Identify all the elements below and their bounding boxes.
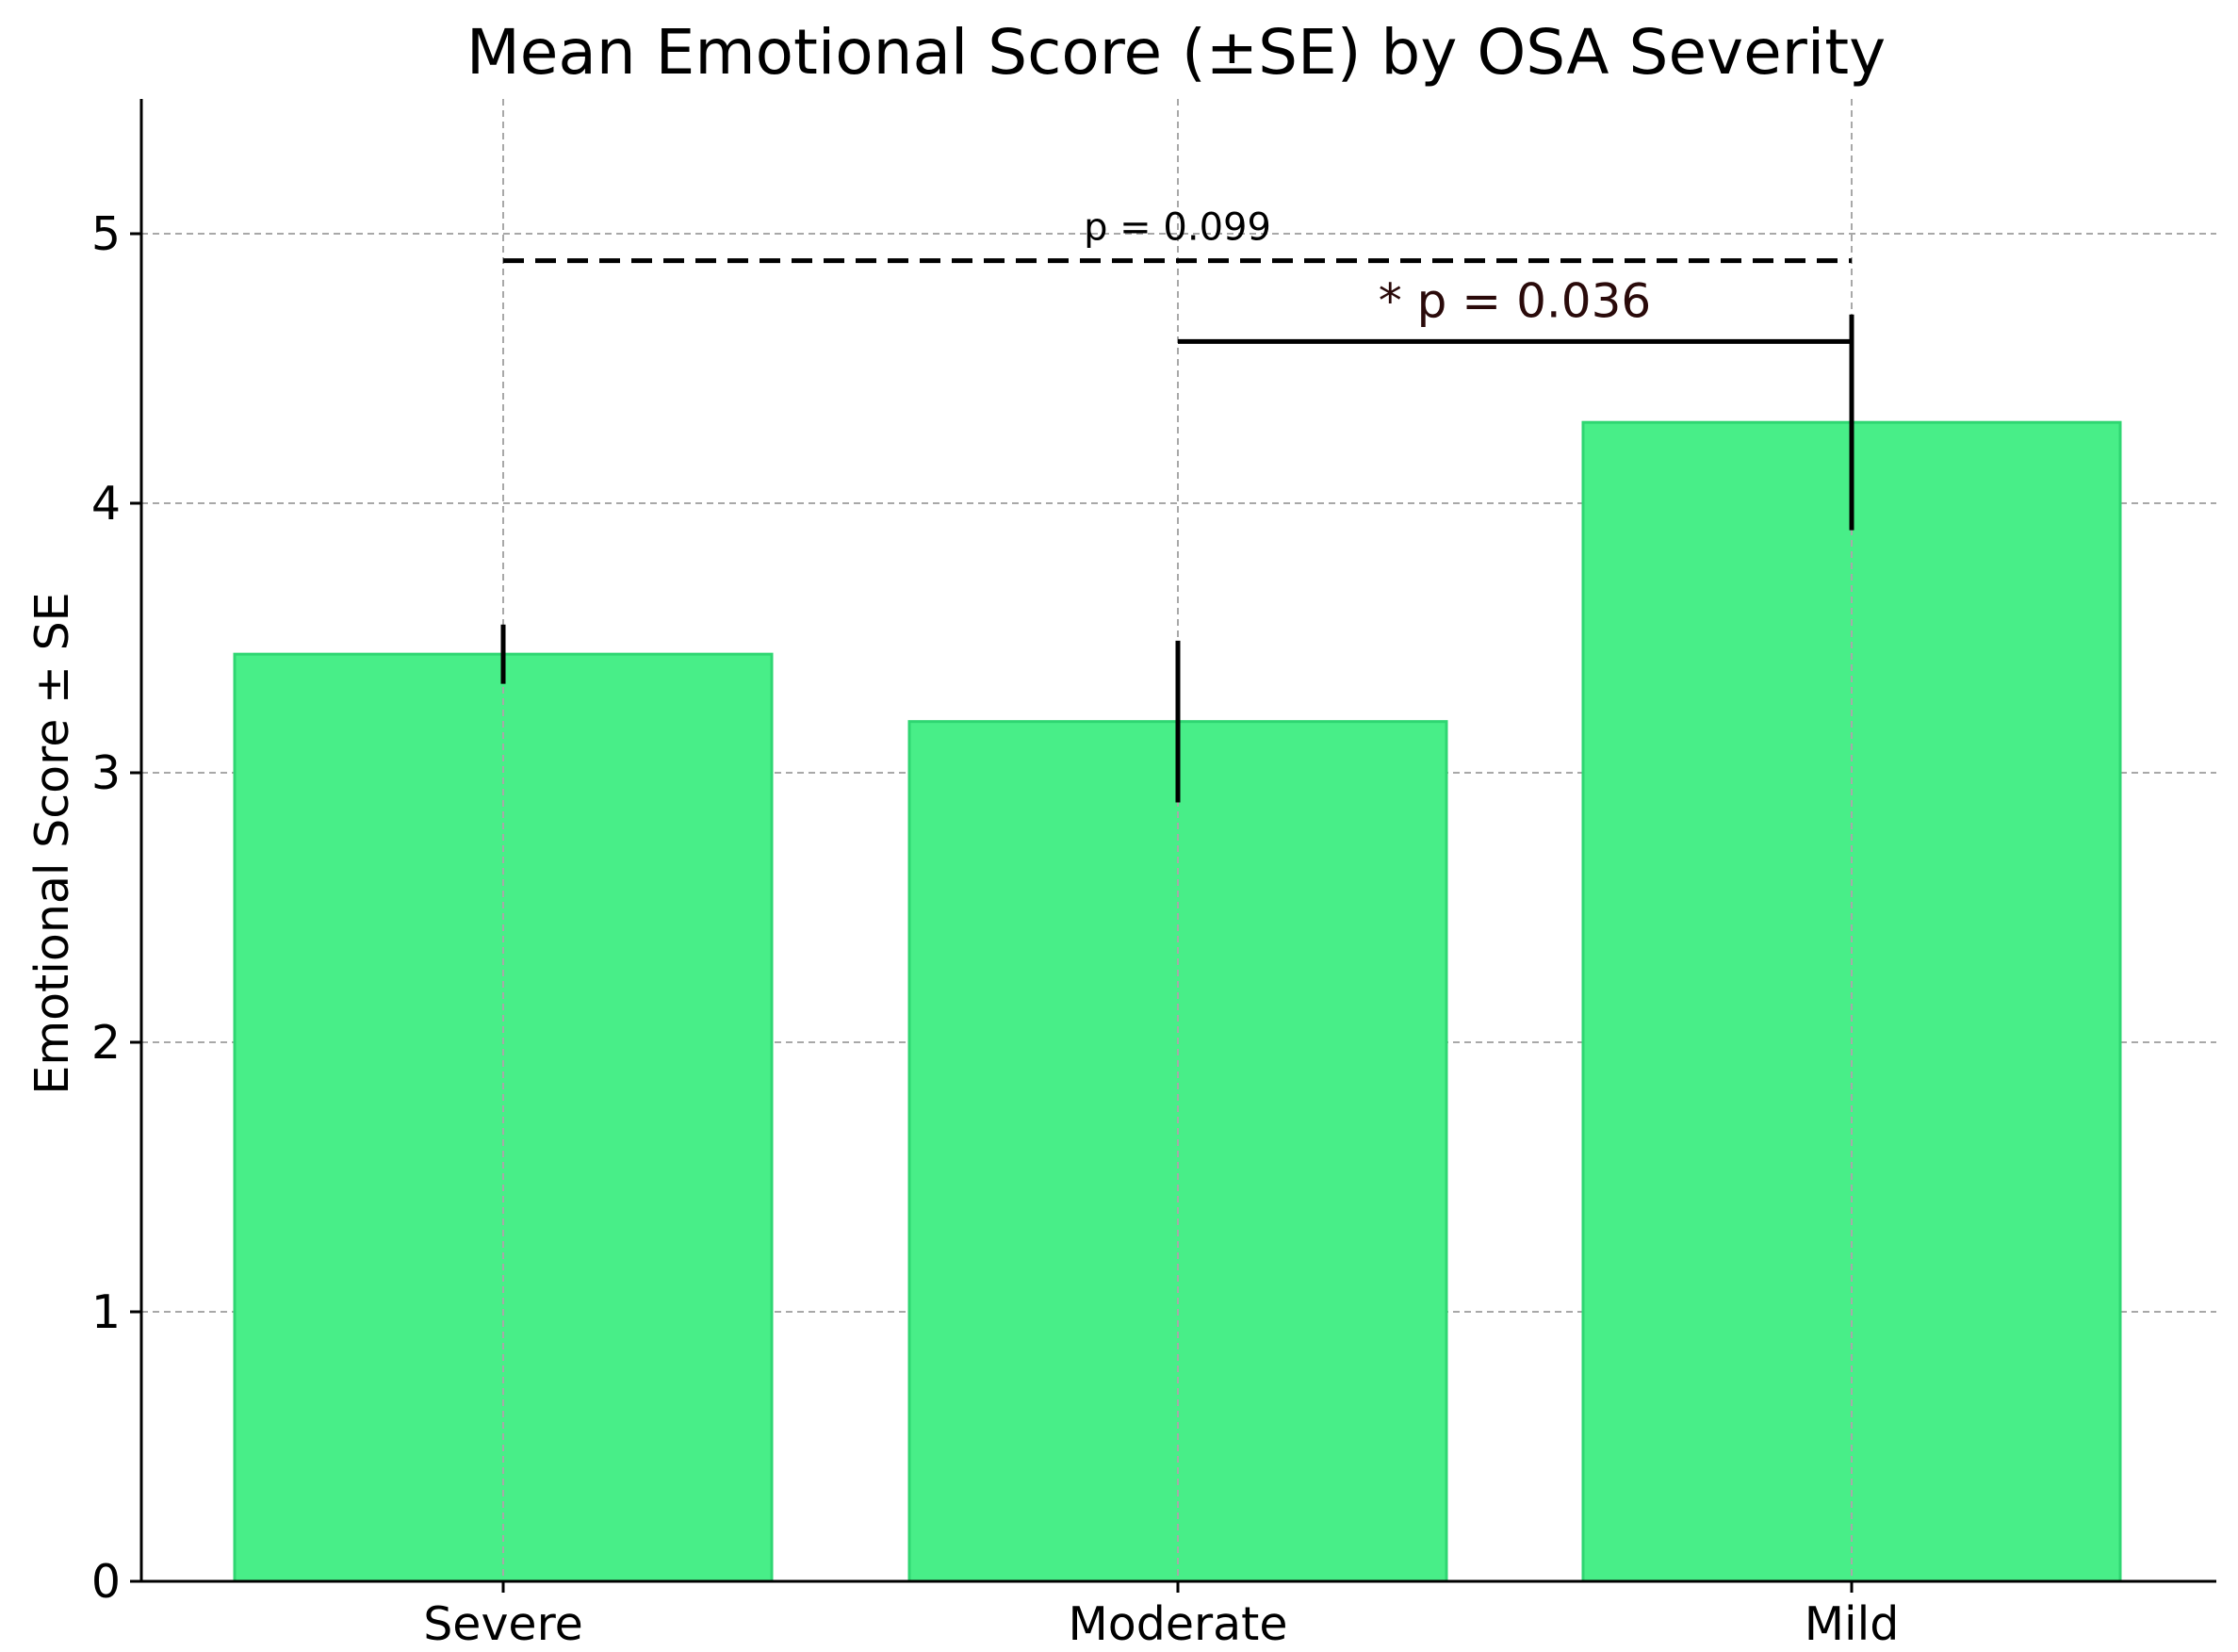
axes: [130, 99, 2216, 1593]
significance-label-severe-mild: p = 0.099: [1084, 206, 1271, 250]
bar-mild: [1581, 420, 2122, 1583]
x-tick-label-mild: Mild: [1805, 1597, 1900, 1651]
x-tick-label-severe: Severe: [423, 1597, 583, 1651]
bars: [233, 420, 2122, 1583]
y-tick-label: 3: [91, 746, 121, 800]
y-tick-label: 4: [91, 477, 121, 531]
y-tick-label: 5: [91, 207, 121, 261]
y-tick-label: 1: [91, 1285, 121, 1339]
significance-label-moderate-mild: * p = 0.036: [1379, 273, 1651, 328]
tick-labels: 0 1 2 3 4 5 Severe Moderate Mild: [91, 207, 1899, 1651]
y-axis-label: Emotional Score ± SE: [25, 592, 79, 1094]
chart-title: Mean Emotional Score (±SE) by OSA Severi…: [466, 16, 1886, 89]
y-tick-label: 0: [91, 1555, 121, 1609]
x-tick-label-moderate: Moderate: [1068, 1597, 1287, 1651]
error-bars: [500, 99, 1854, 1581]
y-tick-label: 2: [91, 1016, 121, 1070]
significance-annotations: p = 0.099 * p = 0.036: [503, 206, 1852, 344]
